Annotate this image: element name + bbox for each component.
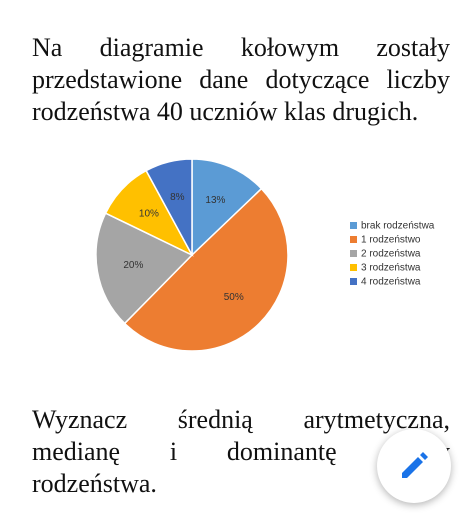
pie-slice [191, 158, 263, 257]
pie-slice [145, 158, 193, 256]
legend-swatch [350, 222, 357, 229]
legend-swatch [350, 264, 357, 271]
slice-label: 20% [123, 260, 143, 271]
legend-label: 2 rodzeństwa [361, 249, 421, 260]
legend-label: brak rodzeństwa [361, 221, 435, 232]
edit-button[interactable] [377, 429, 451, 503]
question-text: Na diagramie kołowym zostały przedstawio… [32, 33, 450, 126]
legend-swatch [350, 250, 357, 257]
chart: 13% 50% 20% 10% 8% brak rodzeństwa 1 rodzeństw… [95, 158, 435, 352]
legend-label: 1 rodzeństwo [361, 235, 421, 246]
edit-icon [402, 452, 428, 478]
slice-label: 10% [139, 209, 159, 220]
legend-label: 4 rodzeństwa [361, 277, 421, 288]
slice-label: 50% [224, 292, 244, 303]
pie-slice [123, 187, 289, 352]
slice-label: 8% [170, 192, 185, 203]
pie-slice [95, 212, 194, 325]
slice-label: 13% [205, 195, 225, 206]
legend-swatch [350, 278, 357, 285]
legend-swatch [350, 236, 357, 243]
legend-label: 3 rodzeństwa [361, 263, 421, 274]
